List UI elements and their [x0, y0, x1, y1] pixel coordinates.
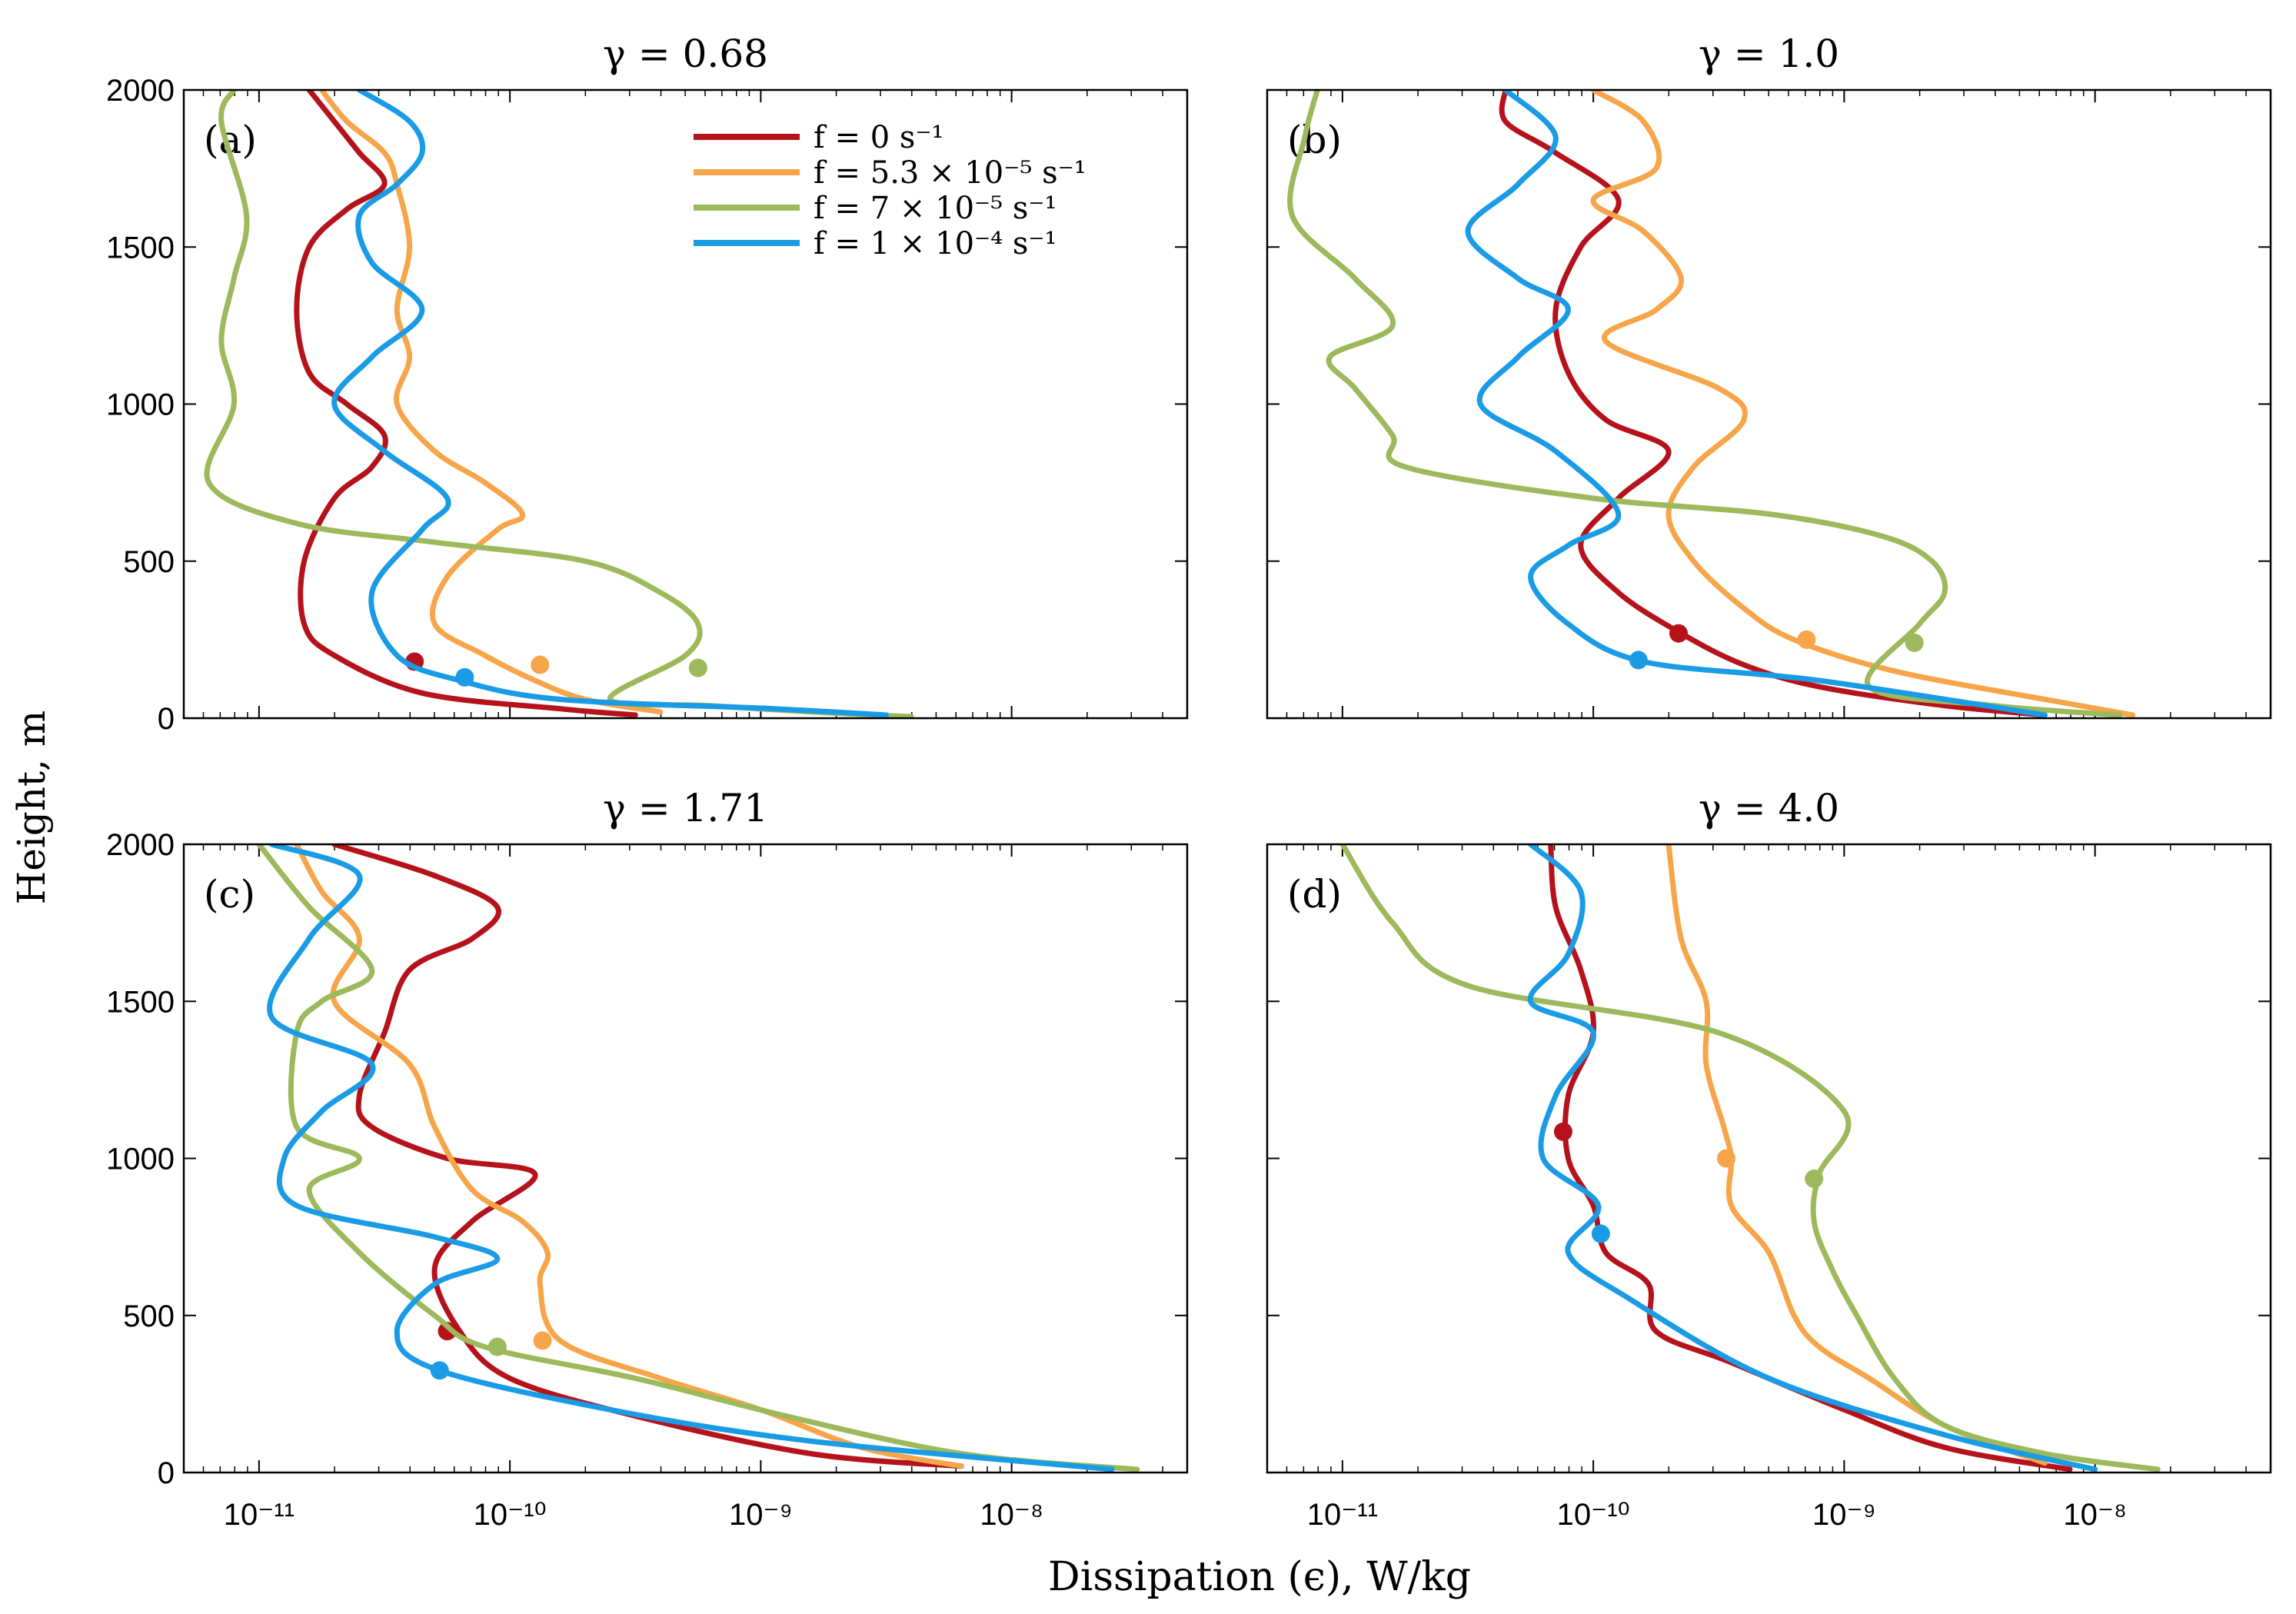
axes-frame	[1266, 843, 2272, 1474]
y-tick-label: 1500	[106, 231, 175, 265]
series-line-0	[1548, 844, 2073, 1473]
series-group	[204, 90, 914, 718]
y-tick-label: 1000	[106, 1143, 175, 1176]
x-tick-label: 10⁻¹⁰	[474, 1498, 547, 1532]
panel-title: γ = 0.68	[603, 32, 768, 76]
panel-label: (d)	[1287, 872, 1342, 917]
axes-frame	[1266, 88, 2272, 720]
legend-label: f = 0 s⁻¹	[814, 120, 944, 155]
y-tick-label: 0	[158, 702, 175, 736]
x-tick-label: 10⁻⁹	[1812, 1498, 1876, 1532]
panel-title: γ = 4.0	[1699, 786, 1839, 830]
series-line-2	[204, 90, 914, 718]
series-marker-3	[430, 1361, 449, 1380]
x-tick-label: 10⁻⁸	[2063, 1498, 2126, 1532]
panel-d: γ = 4.0 (d) 10⁻¹¹ 10⁻¹⁰ 10⁻⁹ 10⁻⁸	[1266, 786, 2272, 1532]
series-marker-1	[533, 1331, 552, 1350]
series-marker-1	[1717, 1149, 1736, 1168]
series-line-3	[331, 90, 889, 718]
legend-label: f = 1 × 10⁻⁴ s⁻¹	[814, 226, 1057, 261]
series-marker-2	[1805, 1170, 1824, 1189]
panel-label: (c)	[204, 872, 255, 917]
series-line-1	[1665, 844, 2048, 1466]
x-tick-label: 10⁻⁹	[729, 1498, 793, 1532]
x-tick-label: 10⁻¹¹	[1307, 1498, 1378, 1532]
series-line-2	[1287, 90, 2123, 718]
series-line-3	[1465, 90, 2048, 718]
series-marker-3	[455, 667, 474, 687]
series-marker-2	[487, 1337, 507, 1356]
series-line-1	[1590, 90, 2136, 718]
series-group	[256, 844, 1140, 1473]
series-marker-2	[688, 658, 707, 677]
series-marker-0	[438, 1322, 457, 1341]
y-tick-label: 2000	[106, 74, 175, 108]
series-group	[1287, 90, 2136, 718]
x-tick-label: 10⁻¹¹	[224, 1498, 294, 1532]
series-marker-0	[1553, 1122, 1572, 1141]
series-line-0	[1499, 90, 2048, 718]
series-marker-3	[1629, 651, 1648, 670]
x-tick-label: 10⁻⁸	[980, 1498, 1043, 1532]
series-line-3	[267, 844, 1115, 1473]
y-tick-label: 0	[158, 1456, 175, 1490]
series-group	[1339, 844, 2161, 1473]
x-axis-label: Dissipation (ϵ), W/kg	[1048, 1554, 1471, 1600]
legend-label: f = 7 × 10⁻⁵ s⁻¹	[814, 191, 1057, 226]
series-line-3	[1527, 844, 2098, 1473]
panel-label: (b)	[1287, 118, 1342, 162]
panel-c: γ = 1.71 (c) 10⁻¹¹ 10⁻¹⁰ 10⁻⁹ 10⁻⁸ 0 500 1000 150…	[106, 786, 1189, 1532]
y-tick-label: 1500	[106, 985, 175, 1019]
y-tick-label: 1000	[106, 388, 175, 422]
y-tick-label: 500	[123, 545, 175, 579]
series-line-2	[1339, 844, 2161, 1473]
series-marker-2	[1905, 633, 1924, 652]
series-marker-1	[531, 655, 550, 674]
legend: f = 0 s⁻¹f = 5.3 × 10⁻⁵ s⁻¹f = 7 × 10⁻⁵ …	[694, 120, 1086, 261]
y-axis-label: Height, m	[9, 710, 54, 905]
series-line-2	[256, 844, 1140, 1473]
series-marker-0	[1669, 624, 1689, 643]
y-tick-label: 2000	[106, 828, 175, 862]
panel-title: γ = 1.0	[1699, 32, 1839, 76]
legend-label: f = 5.3 × 10⁻⁵ s⁻¹	[814, 155, 1086, 191]
series-line-0	[294, 90, 638, 718]
axes-frame	[182, 843, 1189, 1474]
series-marker-1	[1797, 630, 1816, 649]
x-tick-label: 10⁻¹⁰	[1557, 1498, 1630, 1532]
series-marker-3	[1591, 1224, 1610, 1243]
y-tick-label: 500	[123, 1300, 175, 1333]
panel-b: γ = 1.0 (b)	[1266, 32, 2272, 720]
axes-frame	[182, 88, 1189, 720]
panel-title: γ = 1.71	[603, 786, 768, 830]
series-line-1	[294, 844, 964, 1469]
